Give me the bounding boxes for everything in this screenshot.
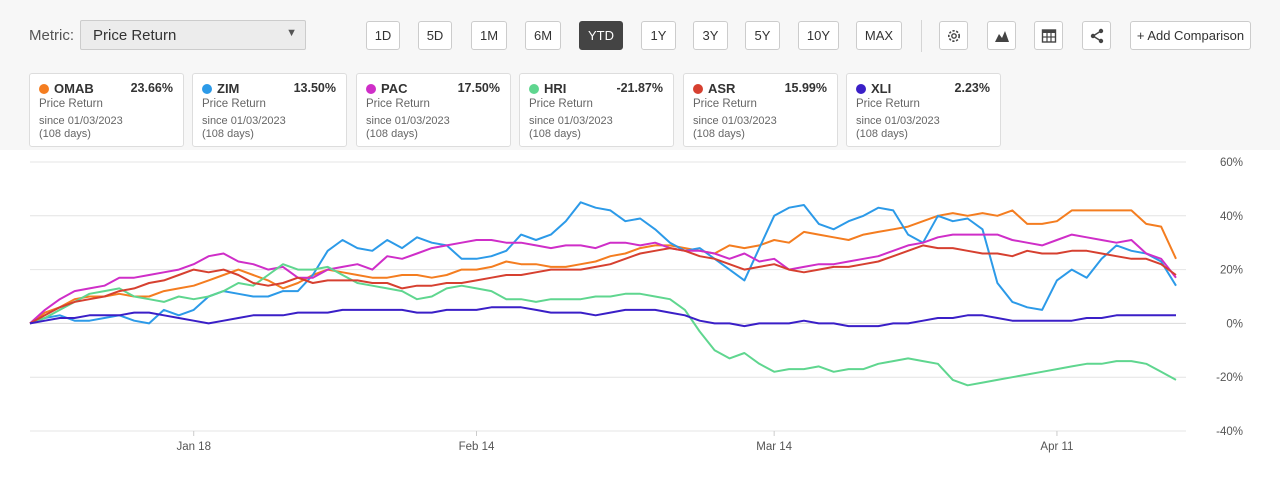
- chart-svg: 60% 40% 20% 0% -20% -40% Jan 18 Feb 14 Mar 14 Apr…: [0, 150, 1280, 484]
- card-days: (108 days): [529, 128, 581, 140]
- series-line-omab[interactable]: [29, 209, 1177, 325]
- range-button-1m[interactable]: 1M: [471, 21, 507, 50]
- series-color-dot: [856, 84, 866, 94]
- card-metric: Price Return: [366, 98, 430, 110]
- price-return-chart[interactable]: 60% 40% 20% 0% -20% -40% Jan 18 Feb 14 Mar 14 Apr…: [0, 150, 1280, 484]
- range-button-6m[interactable]: 6M: [525, 21, 561, 50]
- x-tick-label: Apr 11: [1040, 441, 1073, 453]
- add-comparison-button[interactable]: + Add Comparison: [1130, 21, 1251, 50]
- range-button-1d[interactable]: 1D: [366, 21, 400, 50]
- metric-label: Metric:: [29, 27, 74, 44]
- card-value: 15.99%: [784, 81, 827, 95]
- x-tick-label: Feb 14: [459, 441, 495, 453]
- card-value: 2.23%: [954, 81, 990, 95]
- y-tick-label: -40%: [1216, 426, 1243, 438]
- card-value: -21.87%: [616, 81, 663, 95]
- series-line-xli[interactable]: [29, 306, 1176, 328]
- card-days: (108 days): [856, 128, 908, 140]
- y-tick-label: -20%: [1216, 372, 1243, 384]
- y-tick-label: 20%: [1220, 265, 1243, 277]
- ticker-card-zim[interactable]: ZIM 13.50% Price Return since 01/03/2023…: [192, 73, 347, 147]
- chart-grid: [30, 161, 1186, 436]
- table-icon: [1041, 29, 1057, 43]
- series-color-dot: [529, 84, 539, 94]
- ticker-card-xli[interactable]: XLI 2.23% Price Return since 01/03/2023 …: [846, 73, 1001, 147]
- toolbar-divider: [921, 20, 922, 52]
- gear-icon: [948, 30, 960, 42]
- y-tick-label: 40%: [1220, 211, 1243, 223]
- range-button-10y[interactable]: 10Y: [798, 21, 839, 50]
- card-value: 13.50%: [293, 81, 336, 95]
- card-ticker: ASR: [708, 81, 736, 96]
- range-button-1y[interactable]: 1Y: [641, 21, 676, 50]
- ticker-card-hri[interactable]: HRI -21.87% Price Return since 01/03/202…: [519, 73, 674, 147]
- series-line-hri[interactable]: [29, 263, 1177, 387]
- card-metric: Price Return: [693, 98, 757, 110]
- range-button-3y[interactable]: 3Y: [693, 21, 728, 50]
- metric-select[interactable]: Price Return ▼: [80, 20, 306, 50]
- card-days: (108 days): [39, 128, 91, 140]
- card-metric: Price Return: [202, 98, 266, 110]
- y-tick-label: 0%: [1226, 318, 1243, 330]
- series-color-dot: [693, 84, 703, 94]
- series-color-dot: [202, 84, 212, 94]
- metric-select-value: Price Return: [93, 27, 177, 44]
- series-line-pac[interactable]: [29, 233, 1177, 325]
- card-since: since 01/03/2023: [39, 115, 123, 127]
- card-metric: Price Return: [39, 98, 103, 110]
- card-value: 23.66%: [130, 81, 173, 95]
- card-value: 17.50%: [457, 81, 500, 95]
- card-days: (108 days): [202, 128, 254, 140]
- card-ticker: OMAB: [54, 81, 94, 96]
- x-tick-label: Jan 18: [176, 441, 211, 453]
- card-days: (108 days): [693, 128, 745, 140]
- card-ticker: HRI: [544, 81, 567, 96]
- series-line-asr[interactable]: [29, 244, 1177, 325]
- card-metric: Price Return: [529, 98, 593, 110]
- settings-button[interactable]: [939, 21, 968, 50]
- share-button[interactable]: [1082, 21, 1111, 50]
- x-tick-label: Mar 14: [756, 441, 792, 453]
- range-button-ytd[interactable]: YTD: [579, 21, 623, 50]
- card-ticker: XLI: [871, 81, 892, 96]
- share-icon: [1090, 28, 1104, 44]
- range-button-max[interactable]: MAX: [856, 21, 902, 50]
- range-button-5y[interactable]: 5Y: [745, 21, 780, 50]
- ticker-card-asr[interactable]: ASR 15.99% Price Return since 01/03/2023…: [683, 73, 838, 147]
- card-since: since 01/03/2023: [856, 115, 940, 127]
- table-view-button[interactable]: [1034, 21, 1063, 50]
- card-since: since 01/03/2023: [366, 115, 450, 127]
- ticker-card-omab[interactable]: OMAB 23.66% Price Return since 01/03/202…: [29, 73, 184, 147]
- card-since: since 01/03/2023: [202, 115, 286, 127]
- card-metric: Price Return: [856, 98, 920, 110]
- card-ticker: PAC: [381, 81, 408, 96]
- chevron-down-icon: ▼: [286, 27, 297, 39]
- card-since: since 01/03/2023: [693, 115, 777, 127]
- range-button-5d[interactable]: 5D: [418, 21, 452, 50]
- chart-labels: 60% 40% 20% 0% -20% -40% Jan 18 Feb 14 Mar 14 Apr…: [176, 157, 1243, 453]
- chart-type-button[interactable]: [987, 21, 1016, 50]
- mountain-chart-icon: [995, 31, 1009, 42]
- series-color-dot: [39, 84, 49, 94]
- card-since: since 01/03/2023: [529, 115, 613, 127]
- series-color-dot: [366, 84, 376, 94]
- y-tick-label: 60%: [1220, 157, 1243, 169]
- card-days: (108 days): [366, 128, 418, 140]
- ticker-card-pac[interactable]: PAC 17.50% Price Return since 01/03/2023…: [356, 73, 511, 147]
- card-ticker: ZIM: [217, 81, 240, 96]
- chart-series: [29, 201, 1177, 387]
